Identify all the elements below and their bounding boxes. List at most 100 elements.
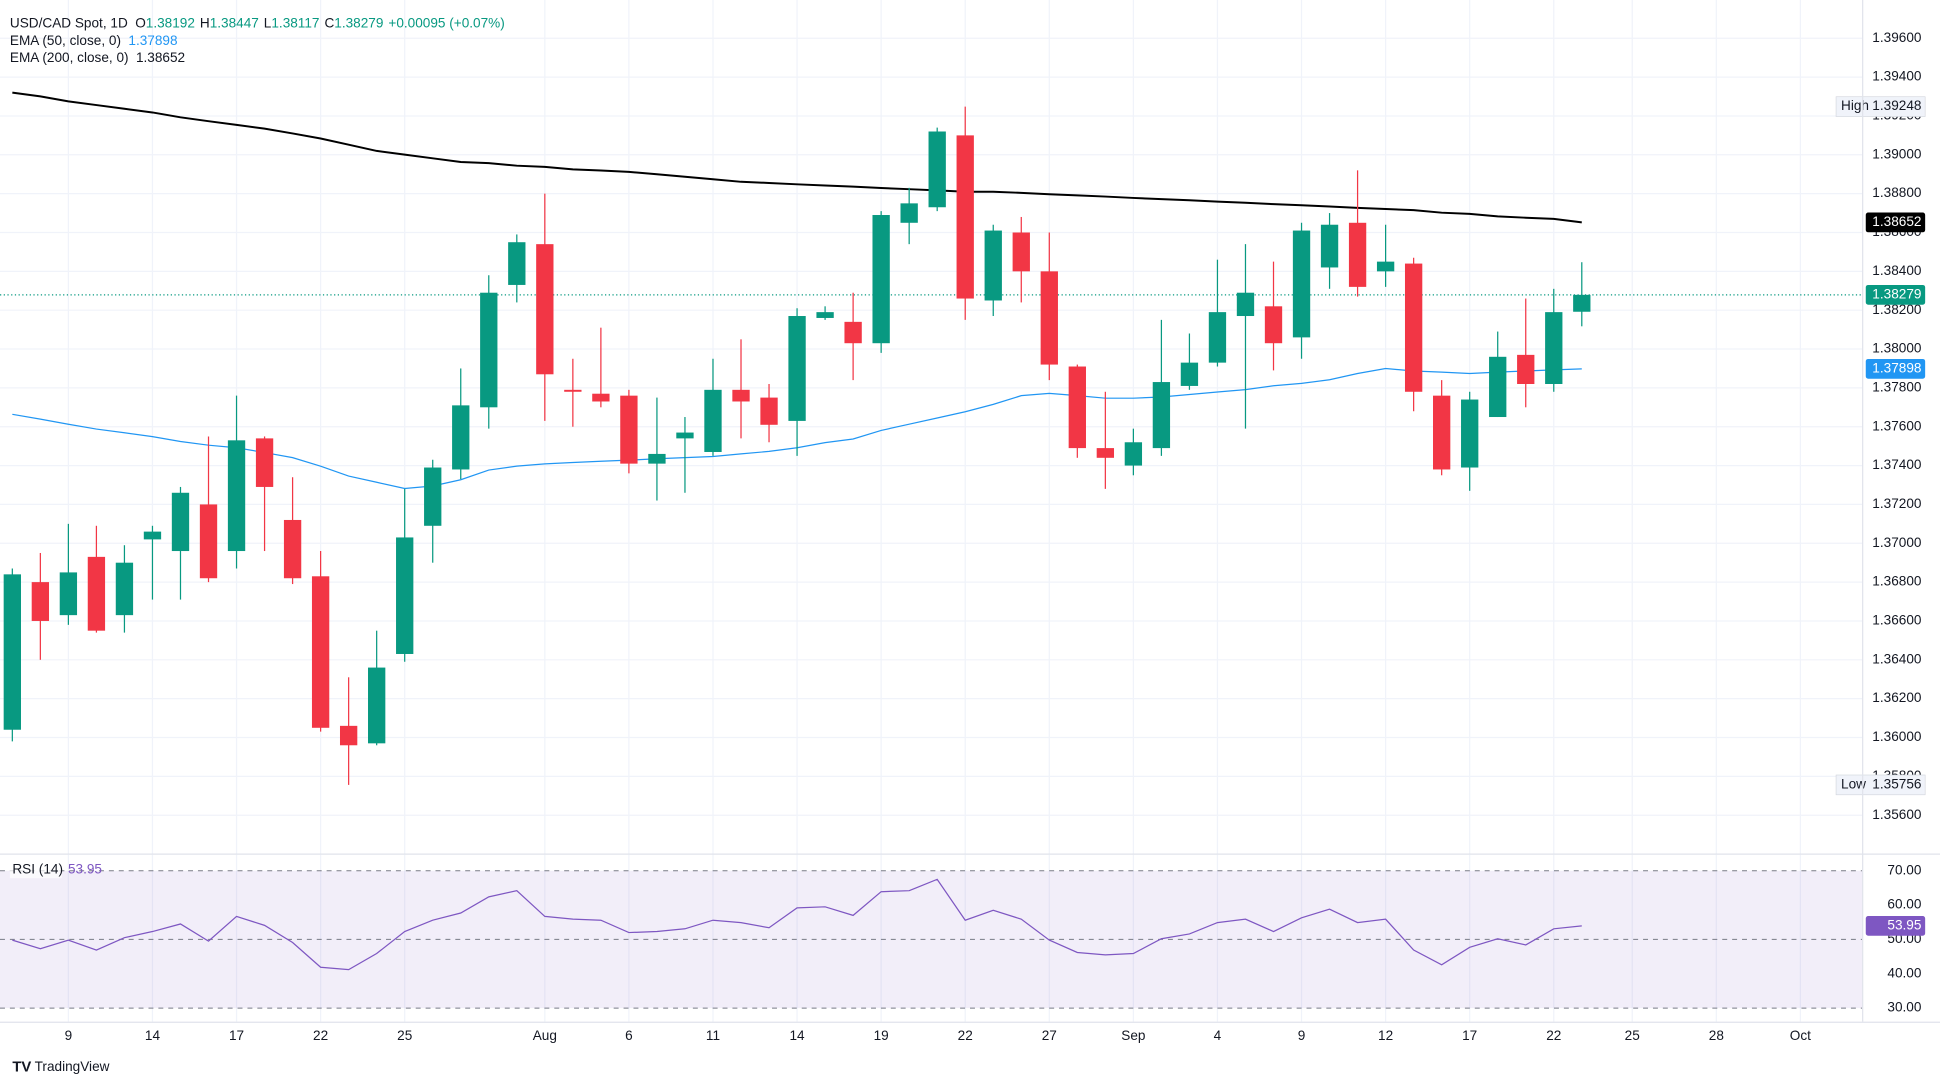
legend-item: +0.00095 (+0.07%) [388,15,504,30]
candle-body [1461,399,1479,468]
x-tick-label: 17 [229,1028,244,1043]
brand-name: TradingView [35,1059,110,1074]
candle-body [984,230,1002,301]
candle-body [1376,261,1395,272]
candle-body [928,131,946,208]
x-tick-label: 19 [874,1028,889,1043]
y-tick-label: 1.39600 [1872,30,1922,45]
x-tick-label: 22 [958,1028,973,1043]
candle-body [1292,230,1311,338]
candle-body [564,389,582,392]
price-tag-label: 1.38652 [1872,214,1921,229]
axes: 9 14 17 22 25 Aug 6 11 14 19 22 27 Sep 4 9 12 17 22 25 28 Oc… [65,30,1926,1043]
candle-body [760,397,778,425]
legend-row: RSI (14) 53.95 [12,861,102,876]
legend-item: 1.37898 [128,32,177,47]
candle-body [536,244,554,375]
candle-body [1348,222,1367,287]
y-tick-label: 1.38000 [1872,341,1922,356]
extreme-tag-name: High [1841,98,1869,113]
extreme-tag [1835,96,1926,117]
x-tick-label: 28 [1709,1028,1724,1043]
price-tag-label: 1.37898 [1872,360,1921,375]
extreme-tag [1835,774,1926,796]
y-tick-label: 1.36800 [1872,574,1922,589]
x-tick-label: 11 [706,1028,720,1043]
y-tick-label: 1.38200 [1872,302,1922,317]
x-tick-label: Oct [1790,1028,1811,1043]
candle-body [1180,362,1199,386]
price-tag-label: 1.38279 [1872,286,1921,301]
legend-item: O [135,15,146,30]
candle-body [872,215,890,344]
price-tag [1865,915,1926,936]
candle-body [1012,232,1030,272]
candle-body [143,531,162,540]
candle-body [311,576,330,728]
candle-body [424,467,442,526]
rsi-tick-label: 30.00 [1887,1000,1921,1015]
y-tick-label: 1.37800 [1872,379,1922,394]
candle-body [676,432,694,439]
candle-body [1236,292,1255,317]
candle-body [956,135,974,299]
y-tick-label: 1.37400 [1872,457,1922,472]
candle-body [1264,306,1283,344]
candle-body [900,203,918,223]
legend-row: EMA (50, close, 0) 1.37898 [10,32,178,47]
candle-body [87,556,106,631]
rsi-line [12,878,1582,971]
candle-body [1573,294,1591,312]
candle-body [732,389,750,402]
y-tick-label: 1.36200 [1872,690,1922,705]
candle-body [788,316,806,421]
candle-body [480,292,498,408]
candle-body [3,574,21,730]
legend: USD/CAD Spot, 1D O1.38192 H1.38447 L1.38117… [9,15,505,879]
candle-body [396,537,414,654]
x-tick-label: 12 [1378,1028,1393,1043]
candle-body [816,312,834,318]
legend-item: L [264,15,272,30]
candle-body [592,393,610,402]
brand-logo: TV [12,1059,31,1075]
y-tick-label: 1.38400 [1872,263,1922,278]
candle-body [227,440,246,552]
candle-body [1404,263,1423,392]
x-tick-label: Sep [1121,1028,1145,1043]
y-tick-label: 1.38800 [1872,185,1922,200]
y-tick-label: 1.36600 [1872,613,1922,628]
x-tick-label: 25 [397,1028,412,1043]
candle-body [1433,395,1451,470]
candle-body [171,492,190,552]
candle-body [1040,271,1058,365]
price-tag-label: 53.95 [1887,917,1921,932]
y-tick-label: 1.39400 [1872,69,1922,84]
legend-bg [9,860,62,879]
candle-body [648,453,666,464]
legend-item: EMA (50, close, 0) [10,32,121,47]
x-tick-label: Aug [533,1028,557,1043]
legend-item: EMA (200, close, 0) [10,50,129,65]
candle-body [339,725,358,746]
candle-body [844,321,862,344]
legend-item: H [200,15,210,30]
candle-body [704,389,722,452]
extreme-tag-value: 1.39248 [1872,98,1921,113]
candle-body [1517,354,1535,384]
y-tick-label: 1.37000 [1872,535,1922,550]
y-tick-label: 1.36400 [1872,651,1922,666]
legend-item: C [324,15,334,30]
candle-body [115,562,134,616]
x-tick-label: 14 [145,1028,161,1043]
price-tag [1865,358,1926,379]
candle-body [199,504,218,579]
legend-item: 53.95 [68,861,102,876]
legend-item: 1.38279 [334,15,383,30]
y-tick-label: 1.35600 [1872,807,1922,822]
candle-body [59,572,78,616]
candle-body [1068,366,1086,449]
candle-body [508,242,526,285]
rsi-tick-label: 40.00 [1887,965,1921,980]
